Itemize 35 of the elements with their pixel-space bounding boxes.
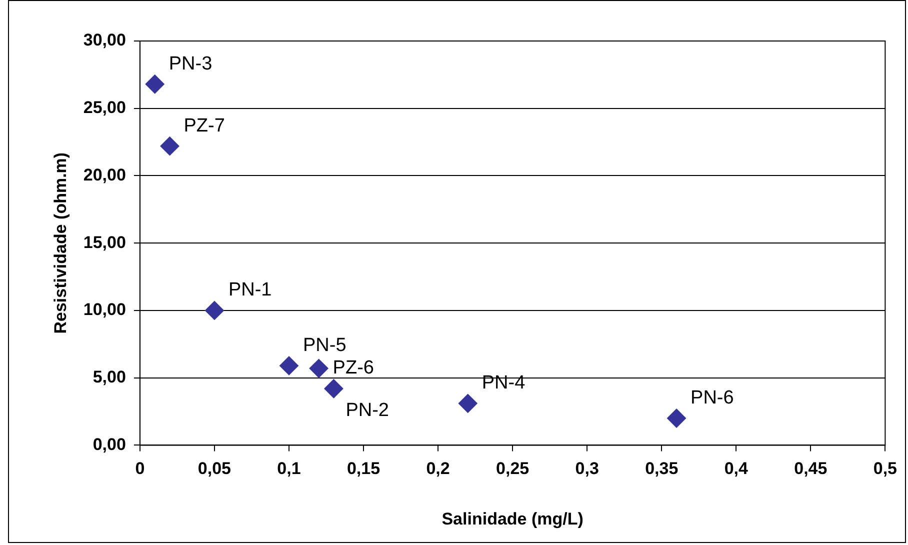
- y-tick-label: 10,00: [83, 300, 126, 320]
- x-tick-label: 0,25: [496, 459, 530, 478]
- annotation: PN-1: [228, 280, 272, 301]
- x-tick-label: 0,45: [794, 459, 828, 478]
- y-tick-label: 20,00: [83, 165, 126, 184]
- point: [309, 358, 328, 378]
- point: [667, 408, 686, 428]
- x-tick-label: 0: [135, 459, 145, 478]
- y-tick-label: 30,00: [83, 30, 126, 50]
- x-tick-label: 0,05: [198, 459, 232, 478]
- annotation: PZ-7: [184, 115, 225, 136]
- y-tick-label: 0,00: [92, 434, 126, 454]
- point: [458, 394, 478, 413]
- point: [145, 74, 164, 94]
- annotation: PN-6: [690, 387, 734, 408]
- annotation: PN-5: [302, 334, 346, 356]
- x-tick-label: 0,5: [873, 459, 898, 478]
- x-tick-label: 0,15: [346, 459, 380, 478]
- y-tick-label: 25,00: [83, 98, 126, 118]
- x-tick-label: 0,3: [575, 459, 599, 478]
- y-tick-label: 15,00: [83, 232, 126, 252]
- annotation: PZ-6: [332, 358, 374, 379]
- x-tick-label: 0,35: [645, 459, 678, 478]
- y-axis-title: Resistividade (ohm.m): [50, 152, 70, 334]
- y-tick-label: 5,00: [92, 368, 126, 387]
- annotation: PN-3: [168, 53, 212, 74]
- point: [204, 300, 224, 320]
- x-tick-label: 0,1: [277, 459, 301, 478]
- x-axis-title: Salinidade (mg/L): [442, 509, 584, 528]
- x-tick-label: 0,4: [724, 459, 748, 478]
- point: [160, 136, 180, 156]
- point: [324, 379, 344, 398]
- x-tick-label: 0,2: [426, 459, 450, 478]
- annotation: PN-2: [346, 400, 389, 421]
- point: [279, 356, 298, 376]
